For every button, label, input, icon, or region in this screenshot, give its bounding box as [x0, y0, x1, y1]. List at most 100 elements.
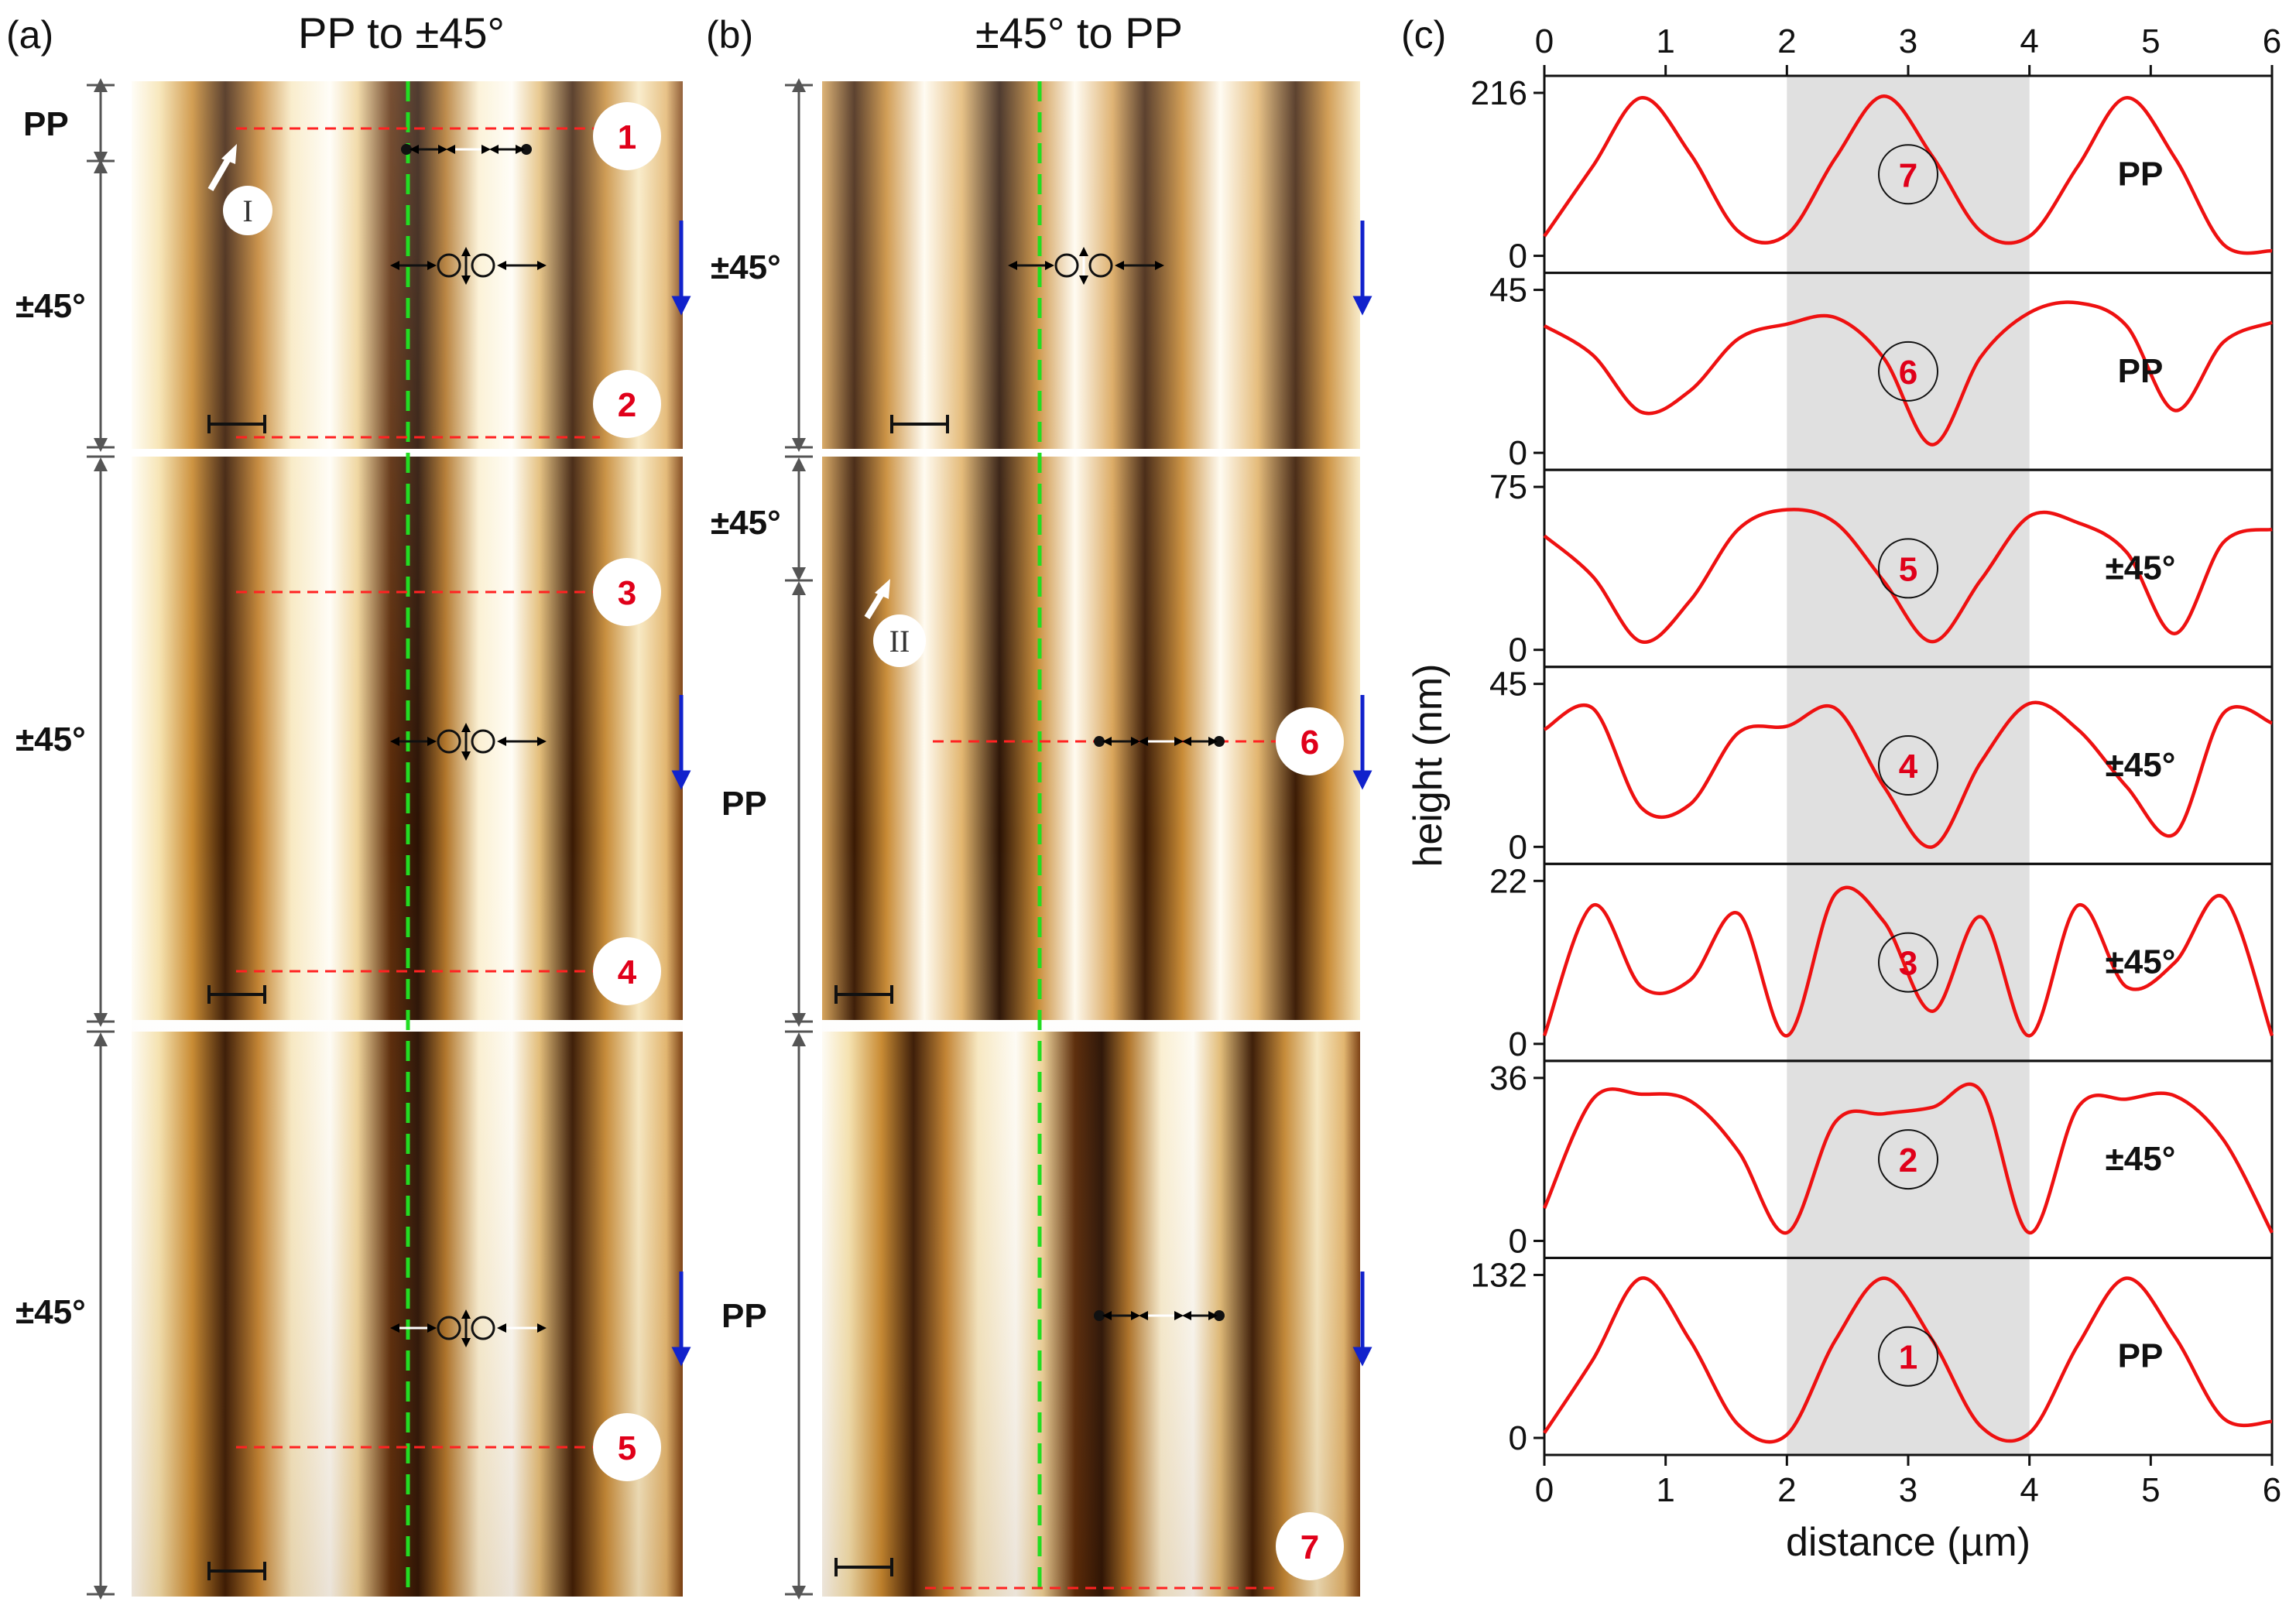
- section-brackets-b: [785, 78, 813, 1600]
- section-label-b3: PP: [721, 785, 767, 823]
- series-number-circle: [1878, 1326, 1938, 1387]
- marker-1: 1: [593, 102, 661, 170]
- y-tick-label-3: 0: [1509, 1025, 1527, 1063]
- polarization-glyph-pp-b1: [1094, 736, 1225, 747]
- series-number-circle: [1878, 341, 1938, 402]
- y-tick-label-4: 45: [1489, 666, 1527, 703]
- x-tick-label-top: 5: [2141, 22, 2160, 60]
- panel-b-label: (b): [706, 13, 753, 56]
- x-tick-label-top: 3: [1899, 22, 1917, 60]
- y-tick-label-6: 0: [1509, 434, 1527, 472]
- y-tick-label-5: 75: [1489, 468, 1527, 506]
- section-label-a2: ±45°: [15, 287, 86, 325]
- polarization-glyph-45-b: [1008, 247, 1164, 285]
- panel-b-title: ±45° to PP: [975, 9, 1183, 57]
- polarization-glyph-45-a2: [390, 723, 547, 761]
- marker-4: 4: [593, 937, 661, 1005]
- series-number-6: 6: [1899, 354, 1917, 392]
- red-cut-lines-b: [925, 740, 1285, 1590]
- x-tick-label-top: 6: [2263, 22, 2281, 60]
- series-line-5: [1543, 508, 2273, 644]
- shaded-region: [1787, 76, 2030, 1455]
- section-label-b4: PP: [721, 1297, 767, 1335]
- svg-text:2: 2: [618, 386, 636, 424]
- y-tick-label-7: 0: [1509, 238, 1527, 276]
- x-tick-label: 5: [2141, 1471, 2160, 1509]
- y-tick-label-7: 216: [1471, 74, 1527, 112]
- series-line-6: [1543, 300, 2273, 447]
- series-line-1: [1543, 1276, 2273, 1444]
- series-number-circle: [1878, 932, 1938, 993]
- x-tick-label: 3: [1899, 1471, 1917, 1509]
- x-tick-label-top: 0: [1535, 22, 1554, 60]
- svg-text:7: 7: [1300, 1528, 1319, 1566]
- y-tick-label-2: 0: [1509, 1222, 1527, 1260]
- series-number-7: 7: [1899, 156, 1917, 194]
- series-line-7: [1543, 94, 2273, 255]
- defect-arrow-ii: II: [864, 579, 926, 667]
- section-label-b1: ±45°: [711, 248, 781, 286]
- x-tick-label: 0: [1535, 1471, 1554, 1509]
- marker-7: 7: [1276, 1512, 1344, 1580]
- x-tick-label-top: 1: [1656, 22, 1674, 60]
- series-label-5: ±45°: [2106, 549, 2176, 587]
- panel-a-label: (a): [6, 13, 53, 56]
- series-number-4: 4: [1899, 748, 1918, 786]
- series-number-1: 1: [1899, 1339, 1917, 1377]
- svg-text:I: I: [242, 193, 252, 228]
- section-brackets-a: [87, 78, 115, 1600]
- x-tick-label-top: 2: [1777, 22, 1796, 60]
- series-line-2: [1542, 1082, 2274, 1235]
- svg-text:5: 5: [618, 1429, 636, 1467]
- section-label-a1: PP: [23, 105, 69, 143]
- section-label-a4: ±45°: [15, 1293, 86, 1331]
- y-tick-label-1: 132: [1471, 1256, 1527, 1294]
- red-cut-lines-a: [236, 127, 600, 1449]
- series-line-3: [1542, 885, 2274, 1038]
- series-number-circle: [1878, 735, 1938, 796]
- series-number-circle: [1878, 538, 1938, 599]
- x-tick-label: 6: [2263, 1471, 2281, 1509]
- series-number-2: 2: [1899, 1142, 1917, 1179]
- x-tick-label-top: 4: [2020, 22, 2038, 60]
- marker-2: 2: [593, 370, 661, 438]
- series-number-5: 5: [1899, 550, 1917, 588]
- y-tick-label-5: 0: [1509, 632, 1527, 669]
- series-label-1: PP: [2118, 1337, 2164, 1375]
- svg-text:3: 3: [618, 574, 636, 612]
- section-label-a3: ±45°: [15, 721, 86, 758]
- svg-text:II: II: [889, 624, 910, 659]
- polarization-glyph-pp-b2: [1094, 1310, 1225, 1321]
- y-tick-label-3: 22: [1489, 862, 1527, 900]
- panel-c-label: (c): [1401, 13, 1446, 56]
- series-label-3: ±45°: [2106, 943, 2176, 981]
- svg-text:6: 6: [1300, 724, 1319, 762]
- svg-text:1: 1: [618, 118, 636, 156]
- series-line-4: [1543, 700, 2273, 849]
- series-number-circle: [1878, 1129, 1938, 1190]
- polarization-glyph-pp-a: [401, 144, 532, 155]
- afm-image-b: [822, 81, 1360, 1597]
- panel-a-title: PP to ±45°: [298, 9, 505, 57]
- scale-bars-a: [207, 415, 266, 1580]
- marker-5: 5: [593, 1413, 661, 1481]
- x-axis-label: distance (µm): [1786, 1520, 2030, 1565]
- y-axis-label: height (nm): [1406, 664, 1451, 868]
- marker-3: 3: [593, 558, 661, 626]
- series-number-3: 3: [1899, 945, 1917, 983]
- y-tick-label-6: 45: [1489, 272, 1527, 310]
- y-tick-label-2: 36: [1489, 1059, 1527, 1097]
- x-tick-label: 4: [2020, 1471, 2038, 1509]
- x-tick-label: 2: [1777, 1471, 1796, 1509]
- section-label-b2: ±45°: [711, 504, 781, 542]
- series-label-2: ±45°: [2106, 1140, 2176, 1178]
- series-label-4: ±45°: [2106, 746, 2176, 784]
- polarization-glyph-45-a1: [390, 247, 547, 285]
- marker-6: 6: [1276, 707, 1344, 775]
- y-tick-label-4: 0: [1509, 828, 1527, 866]
- series-number-circle: [1878, 144, 1938, 205]
- scale-bars-b: [834, 415, 949, 1576]
- svg-text:4: 4: [618, 953, 637, 991]
